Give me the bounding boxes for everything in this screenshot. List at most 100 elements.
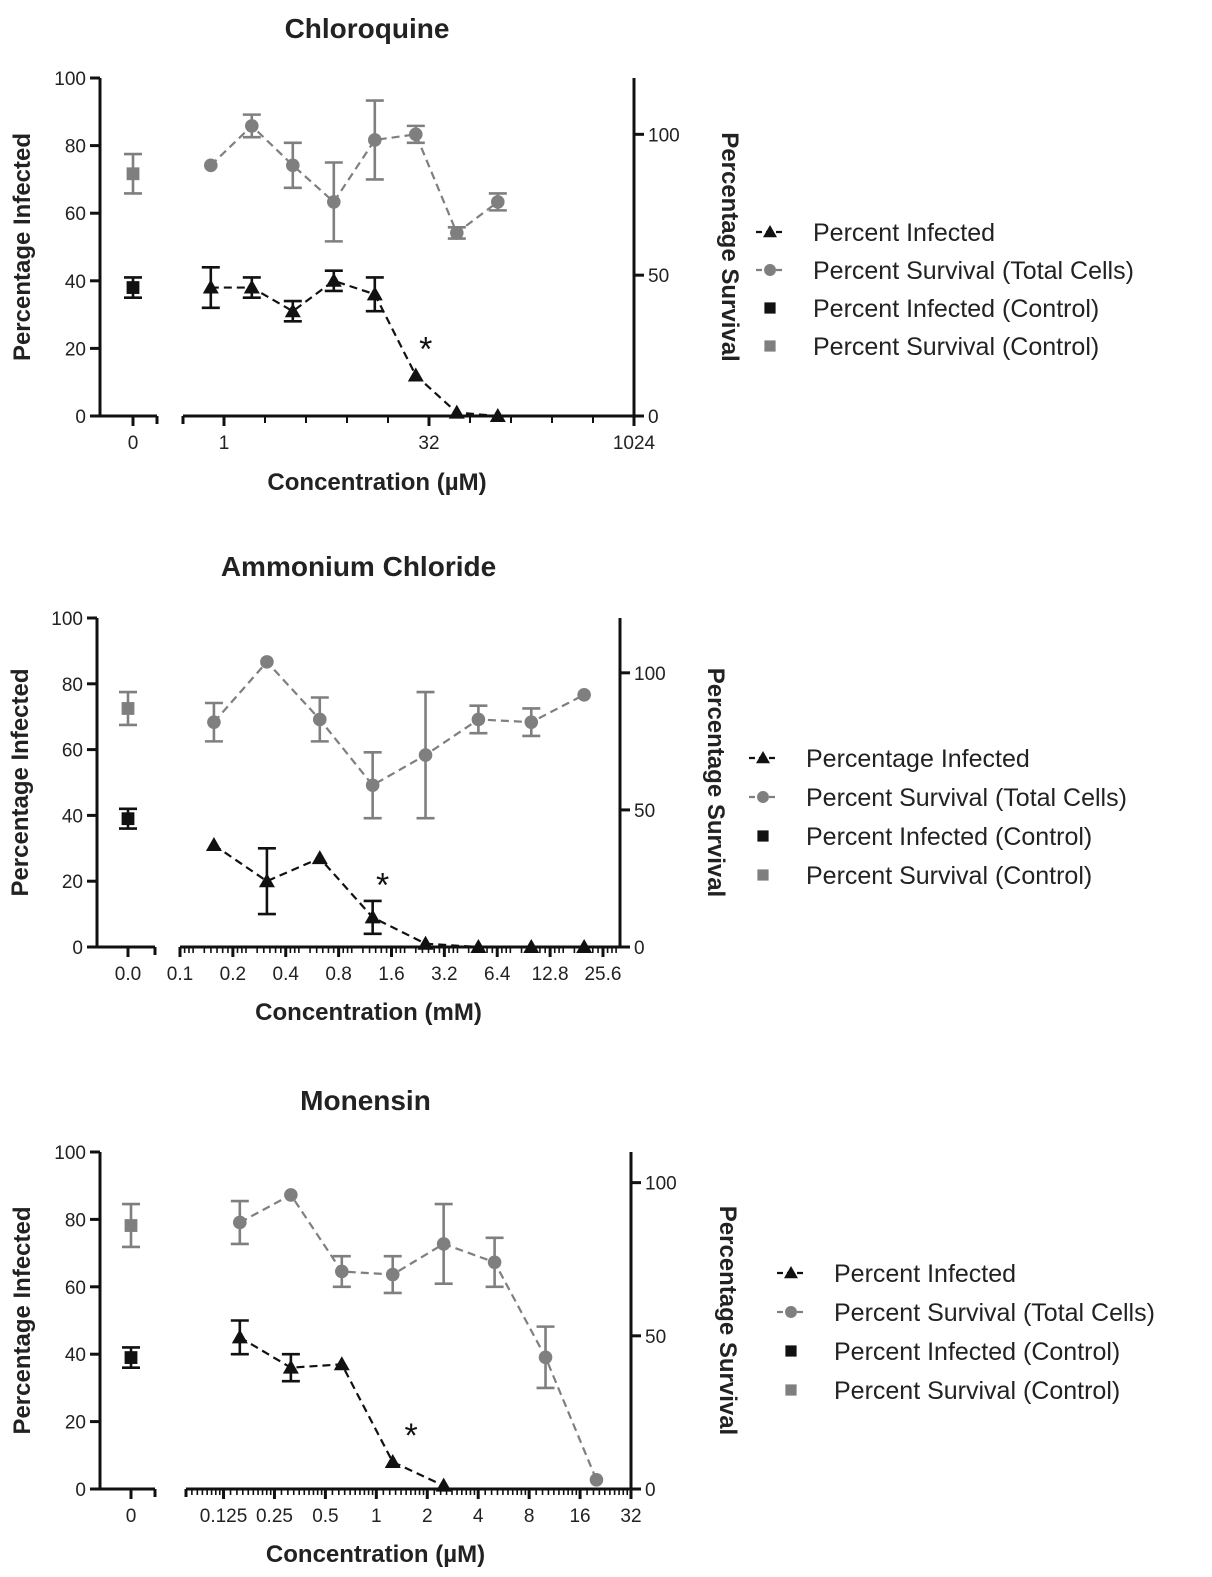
triangle-marker: [282, 1359, 299, 1374]
circle-marker: [436, 1237, 451, 1251]
circle-marker: [577, 687, 591, 702]
series-1: [201, 265, 506, 422]
circle-marker: [334, 1264, 349, 1279]
square-marker: [121, 812, 135, 826]
legend-label: Percent Survival (Control): [834, 1377, 1120, 1405]
x-axis-title: Concentration (µM): [266, 1541, 485, 1568]
series-line: [210, 124, 499, 235]
right-y-tick-label: 50: [634, 801, 655, 822]
triangle-marker: [756, 751, 770, 764]
triangle-marker: [784, 1266, 798, 1279]
square-marker: [785, 1345, 797, 1357]
right-y-tick-label: 50: [645, 1327, 666, 1348]
circle-marker: [589, 1473, 604, 1487]
x-tick-label: 0.1: [167, 964, 193, 985]
series-line: [210, 279, 498, 418]
triangle-marker: [435, 1477, 452, 1492]
square-marker: [126, 167, 140, 181]
triangle-marker: [325, 272, 342, 287]
legend-label: Percent Infected: [813, 219, 995, 247]
circle-marker: [233, 1215, 247, 1230]
series-2: [204, 655, 591, 820]
right-y-axis-title: Percentage Survival: [702, 668, 729, 897]
legend: Percentage Infected Percent Survival (Tot…: [749, 745, 1127, 890]
series-1: [230, 1319, 452, 1492]
control-x-tick-label: 0.0: [115, 964, 141, 985]
legend-item: Percent Infected: [756, 219, 995, 247]
x-tick-label: 16: [569, 1506, 590, 1527]
circle-marker: [785, 1306, 797, 1318]
legend-label: Percent Infected (Control): [806, 823, 1092, 851]
legend-item: Percent Infected (Control): [764, 295, 1099, 323]
series-line: [239, 1193, 598, 1481]
triangle-marker: [523, 939, 540, 953]
legend-label: Percent Survival (Total Cells): [806, 784, 1127, 812]
x-tick-label: 25.6: [584, 964, 621, 985]
chart-panel-2: Ammonium Chloride 0 20 40 60 80 100 0 50 100 0.0 0.…: [7, 551, 1127, 1026]
legend-label: Percent Survival (Control): [806, 862, 1092, 890]
circle-marker: [286, 158, 300, 173]
chart-title: Chloroquine: [285, 13, 450, 44]
significance-star: *: [404, 1417, 417, 1455]
circle-marker: [450, 226, 464, 240]
left-y-tick-label: 60: [65, 1278, 86, 1299]
x-tick-label: 6.4: [484, 964, 511, 985]
triangle-marker: [284, 303, 301, 318]
circle-marker: [204, 158, 218, 173]
triangle-marker: [366, 286, 383, 301]
circle-marker: [312, 712, 327, 727]
right-y-tick-label: 100: [648, 125, 680, 146]
square-marker: [764, 340, 776, 352]
right-y-axis-title: Percentage Survival: [714, 1206, 741, 1435]
x-tick-label: 2: [422, 1506, 433, 1527]
left-y-tick-label: 0: [75, 1480, 86, 1501]
triangle-marker: [384, 1454, 401, 1469]
left-y-tick-label: 40: [62, 806, 83, 827]
x-axis-title: Concentration (mM): [255, 999, 482, 1026]
x-tick-label: 4: [473, 1506, 484, 1527]
x-tick-label: 1: [371, 1506, 382, 1527]
legend-item: Percent Survival (Total Cells): [777, 1299, 1155, 1327]
legend-label: Percent Infected: [834, 1260, 1016, 1288]
triangle-marker: [333, 1356, 350, 1371]
square-marker: [764, 302, 776, 314]
series-4: [124, 152, 142, 195]
left-y-tick-label: 100: [51, 609, 83, 630]
left-y-tick-label: 60: [65, 204, 86, 225]
series-1: [205, 837, 593, 953]
circle-marker: [327, 195, 341, 209]
series-4: [119, 690, 137, 727]
square-marker: [757, 869, 769, 881]
legend-item: Percent Survival (Total Cells): [756, 257, 1134, 285]
series-3: [119, 807, 137, 830]
triangle-marker: [576, 939, 593, 953]
x-tick-label: 32: [418, 433, 439, 454]
legend-label: Percent Survival (Total Cells): [834, 1299, 1155, 1327]
circle-marker: [487, 1255, 502, 1270]
left-y-tick-label: 100: [54, 69, 86, 90]
legend-item: Percent Survival (Control): [785, 1377, 1120, 1405]
x-tick-label: 0.5: [312, 1506, 338, 1527]
control-x-tick-label: 0: [128, 433, 139, 454]
legend-item: Percent Infected (Control): [785, 1338, 1120, 1366]
circle-marker: [245, 119, 259, 133]
right-y-tick-label: 0: [634, 938, 645, 959]
legend-item: Percent Survival (Total Cells): [749, 784, 1127, 812]
triangle-marker: [763, 225, 777, 238]
right-y-tick-label: 0: [645, 1480, 656, 1501]
legend-item: Percent Survival (Control): [757, 862, 1092, 890]
legend-label: Percent Survival (Total Cells): [813, 257, 1134, 285]
triangle-marker: [231, 1329, 248, 1344]
control-x-tick-label: 0: [126, 1506, 137, 1527]
chart-title: Monensin: [300, 1085, 431, 1116]
circle-marker: [260, 655, 274, 669]
triangle-marker: [417, 935, 434, 950]
circle-marker: [471, 712, 486, 727]
chart-panel-3: Monensin 0 20 40 60 80 100 0 50 100 0 0.125 0.25 0.5 1…: [9, 1085, 1155, 1568]
square-marker: [785, 1384, 797, 1396]
left-y-axis-title: Percentage Infected: [9, 1206, 36, 1434]
circle-marker: [538, 1350, 553, 1365]
circle-marker: [284, 1188, 298, 1202]
legend-label: Percent Survival (Control): [813, 333, 1099, 361]
